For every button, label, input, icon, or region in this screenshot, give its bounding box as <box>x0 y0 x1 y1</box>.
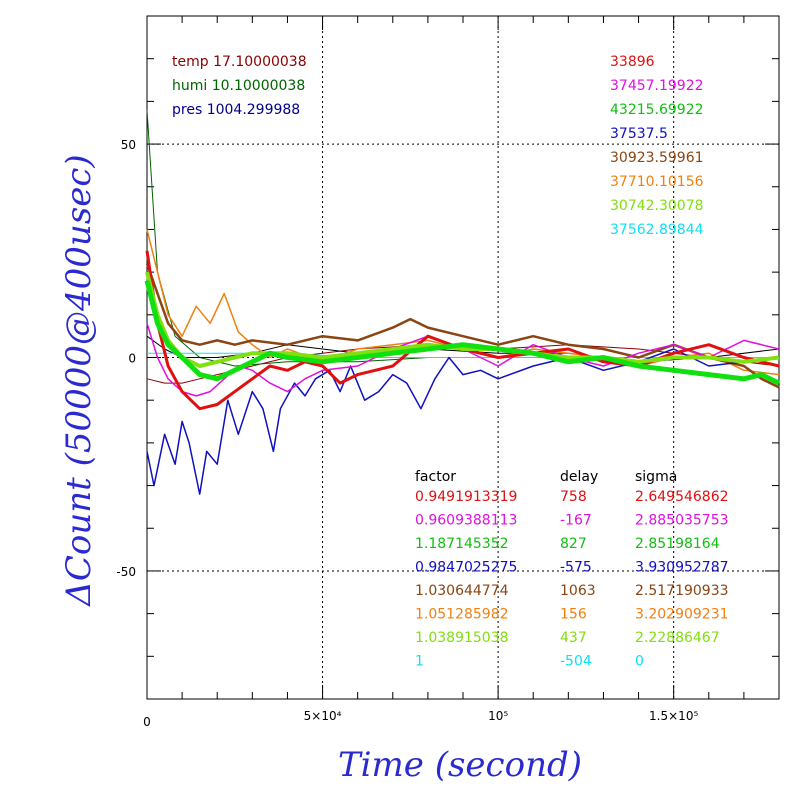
x-tick-label: 1.5×10⁵ <box>649 709 698 723</box>
y-tick-labels: 50 0 -50 <box>116 138 136 579</box>
series-line-7 <box>146 323 780 397</box>
y-tick-label: -50 <box>116 565 136 579</box>
table-cell-delay: -167 <box>560 513 592 529</box>
table-cell-delay: 437 <box>560 630 587 646</box>
y-axis-title: ΔCount (50000@400usec) <box>59 154 99 607</box>
x-tick-labels: 0 5×10⁴ 10⁵ 1.5×10⁵ <box>143 709 698 729</box>
table-cell-factor: 1.051285982 <box>415 607 509 623</box>
offset-value: 33896 <box>610 54 655 70</box>
table-cell-sigma: 3.202909231 <box>635 607 729 623</box>
table-cell-delay: -504 <box>560 654 592 670</box>
series-line-0 <box>146 344 780 384</box>
table-cell-factor: 1.187145352 <box>415 536 509 552</box>
offset-value: 37537.5 <box>610 126 668 142</box>
table-cell-sigma: 2.649546862 <box>635 489 729 505</box>
series-line-10 <box>144 280 781 386</box>
offset-value: 37457.19922 <box>610 78 704 94</box>
y-tick-label: 0 <box>128 352 136 366</box>
series-line-9 <box>145 271 780 368</box>
y-tick-label: 50 <box>121 138 136 152</box>
x-tick-label: 5×10⁴ <box>304 709 342 723</box>
env-info-line: temp 17.10000038 <box>172 54 307 70</box>
table-cell-delay: 156 <box>560 607 587 623</box>
offset-value: 30923.59961 <box>610 150 704 166</box>
table-cell-factor: 1.038915038 <box>415 630 509 646</box>
table-cell-factor: 0.9609388113 <box>415 513 517 529</box>
table-rows: 0.9491913319 758 2.649546862 0.9609388113 -1… <box>415 489 729 670</box>
table-cell-factor: 0.9491913319 <box>415 489 517 505</box>
fit-table: factor delay sigma 0.9491913319 758 2.6495… <box>415 469 729 670</box>
x-axis-title: Time (second) <box>338 745 582 785</box>
env-info: temp 17.10000038 humi 10.10000038 pres 100… <box>172 54 307 118</box>
table-cell-delay: 1063 <box>560 583 596 599</box>
series-layer <box>144 109 781 495</box>
table-header-factor: factor <box>415 469 456 485</box>
frame-ticks <box>146 16 780 699</box>
offset-value: 30742.30078 <box>610 198 704 214</box>
env-info-line: humi 10.10000038 <box>172 78 305 94</box>
table-cell-factor: 0.9847025275 <box>415 560 517 576</box>
offset-value: 37710.10156 <box>610 174 704 190</box>
table-cell-factor: 1.030644774 <box>415 583 509 599</box>
x-tick-label: 0 <box>143 715 151 729</box>
table-cell-sigma: 2.517190933 <box>635 583 729 599</box>
env-info-line: pres 1004.299988 <box>172 102 300 118</box>
offset-value: 43215.69922 <box>610 102 704 118</box>
table-cell-factor: 1 <box>415 654 424 670</box>
table-cell-sigma: 2.885035753 <box>635 513 729 529</box>
x-tick-label: 10⁵ <box>488 709 508 723</box>
table-cell-sigma: 3.930952787 <box>635 560 729 576</box>
offset-list: 33896 37457.19922 43215.69922 37537.5 30923.… <box>610 54 704 238</box>
table-cell-delay: 758 <box>560 489 587 505</box>
table-header-delay: delay <box>560 469 598 485</box>
table-header-sigma: sigma <box>635 469 677 485</box>
table-cell-sigma: 2.22886467 <box>635 630 720 646</box>
table-cell-delay: -575 <box>560 560 592 576</box>
table-cell-sigma: 0 <box>635 654 644 670</box>
offset-value: 37562.89844 <box>610 222 704 238</box>
table-cell-sigma: 2.85198164 <box>635 536 720 552</box>
table-cell-delay: 827 <box>560 536 587 552</box>
